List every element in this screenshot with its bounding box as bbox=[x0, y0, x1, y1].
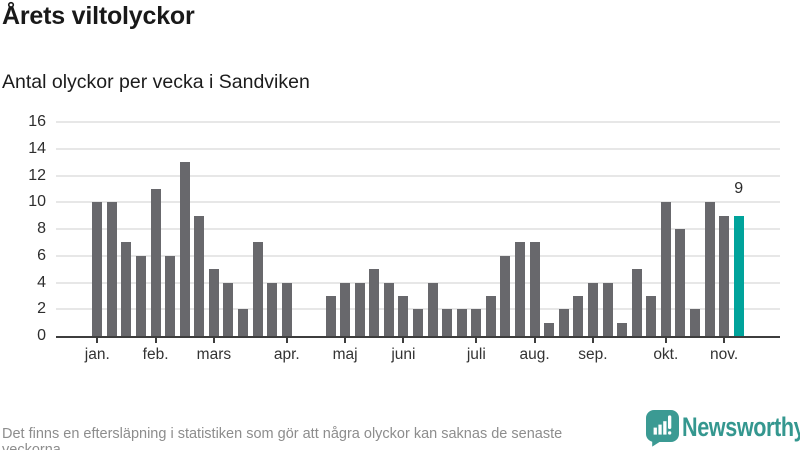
bar-week-31 bbox=[529, 242, 540, 336]
x-tick-sep bbox=[591, 338, 594, 343]
bar-week-33 bbox=[558, 309, 569, 336]
x-tick-label-feb: feb. bbox=[142, 346, 169, 363]
bar-week-36 bbox=[602, 282, 613, 336]
bar-week-35 bbox=[587, 282, 598, 336]
bar-week-13 bbox=[267, 282, 278, 336]
x-tick-apr bbox=[285, 338, 288, 343]
bar-week-19 bbox=[354, 282, 365, 336]
x-tick-label-mars: mars bbox=[196, 346, 232, 363]
y-axis-label-0: 0 bbox=[37, 327, 46, 344]
x-tick-label-nov: nov. bbox=[710, 346, 739, 363]
bar-week-22 bbox=[398, 295, 409, 336]
bar-week-27 bbox=[471, 309, 482, 336]
page-title: Årets viltolyckor bbox=[2, 2, 195, 30]
y-axis-label-4: 4 bbox=[37, 273, 46, 291]
highlight-value-label: 9 bbox=[734, 180, 744, 197]
bar-week-44 bbox=[719, 215, 730, 336]
y-axis-label-8: 8 bbox=[37, 220, 46, 237]
gridline-y-16 bbox=[56, 121, 780, 123]
x-tick-feb bbox=[154, 338, 157, 343]
bar-week-11 bbox=[238, 309, 249, 336]
bar-week-32 bbox=[544, 322, 555, 336]
bar-week-37 bbox=[617, 322, 628, 336]
bar-week-10 bbox=[223, 282, 234, 336]
bar-week-8 bbox=[194, 215, 205, 336]
bar-week-42 bbox=[689, 309, 700, 336]
bar-week-39 bbox=[646, 295, 657, 336]
bar-week-6 bbox=[165, 255, 176, 336]
bar-week-20 bbox=[369, 269, 380, 336]
y-axis-label-14: 14 bbox=[28, 139, 46, 157]
x-tick-maj bbox=[344, 338, 347, 343]
bar-week-7 bbox=[179, 162, 190, 336]
bar-highlight-current-week bbox=[733, 215, 744, 336]
gridline-y-4 bbox=[56, 281, 780, 284]
bar-week-40 bbox=[660, 202, 671, 336]
bar-week-5 bbox=[150, 188, 161, 336]
bar-week-12 bbox=[252, 242, 263, 336]
x-axis-line bbox=[56, 335, 780, 338]
bar-week-2 bbox=[106, 202, 117, 336]
bar-week-25 bbox=[442, 309, 453, 336]
newsworthy-logo-text: Newsworthy bbox=[682, 412, 800, 442]
x-tick-label-aug: aug. bbox=[519, 346, 550, 363]
gridline-y-6 bbox=[56, 254, 780, 257]
x-tick-mars bbox=[212, 338, 215, 343]
chart-subtitle: Antal olyckor per vecka i Sandviken bbox=[2, 71, 310, 93]
x-tick-label-juli: juli bbox=[466, 346, 486, 363]
bar-week-21 bbox=[383, 282, 394, 336]
bar-week-4 bbox=[136, 255, 147, 336]
bar-week-38 bbox=[631, 269, 642, 336]
x-tick-nov bbox=[723, 338, 726, 343]
bar-week-26 bbox=[456, 309, 467, 336]
bar-week-17 bbox=[325, 295, 336, 336]
y-axis-label-2: 2 bbox=[37, 300, 46, 318]
bar-week-43 bbox=[704, 202, 715, 336]
bar-week-1 bbox=[92, 202, 103, 336]
bar-week-28 bbox=[485, 295, 496, 336]
gridline-y-14 bbox=[56, 147, 780, 150]
newsworthy-logo-icon bbox=[646, 410, 679, 447]
footer-disclaimer: Det finns en eftersläpning i statistiken… bbox=[2, 425, 563, 450]
gridline-y-10 bbox=[56, 201, 780, 204]
bar-week-14 bbox=[281, 282, 292, 336]
bar-week-18 bbox=[340, 282, 351, 336]
gridline-y-12 bbox=[56, 174, 780, 177]
x-tick-jan bbox=[96, 338, 99, 343]
x-tick-label-okt: okt. bbox=[653, 346, 679, 363]
x-tick-label-jan: jan. bbox=[84, 346, 110, 363]
gridline-y-8 bbox=[56, 228, 780, 230]
y-axis-label-10: 10 bbox=[28, 193, 46, 211]
x-tick-label-apr: apr. bbox=[273, 346, 300, 363]
bar-week-41 bbox=[675, 229, 686, 336]
y-axis-label-16: 16 bbox=[28, 113, 46, 130]
x-tick-label-maj: maj bbox=[332, 346, 358, 363]
bar-week-34 bbox=[573, 295, 584, 336]
y-axis-label-12: 12 bbox=[28, 166, 46, 184]
bar-week-9 bbox=[208, 269, 219, 336]
bar-week-29 bbox=[500, 255, 511, 336]
x-tick-juni bbox=[402, 338, 405, 343]
x-tick-label-sep: sep. bbox=[578, 346, 608, 363]
bar-week-3 bbox=[121, 242, 132, 336]
bar-week-30 bbox=[515, 242, 526, 336]
x-tick-aug bbox=[533, 338, 536, 343]
y-axis-label-6: 6 bbox=[37, 246, 46, 264]
bar-week-24 bbox=[427, 282, 438, 336]
x-tick-juli bbox=[475, 338, 478, 343]
bar-week-23 bbox=[413, 309, 423, 336]
x-tick-okt bbox=[664, 338, 667, 343]
x-tick-label-juni: juni bbox=[391, 346, 416, 363]
